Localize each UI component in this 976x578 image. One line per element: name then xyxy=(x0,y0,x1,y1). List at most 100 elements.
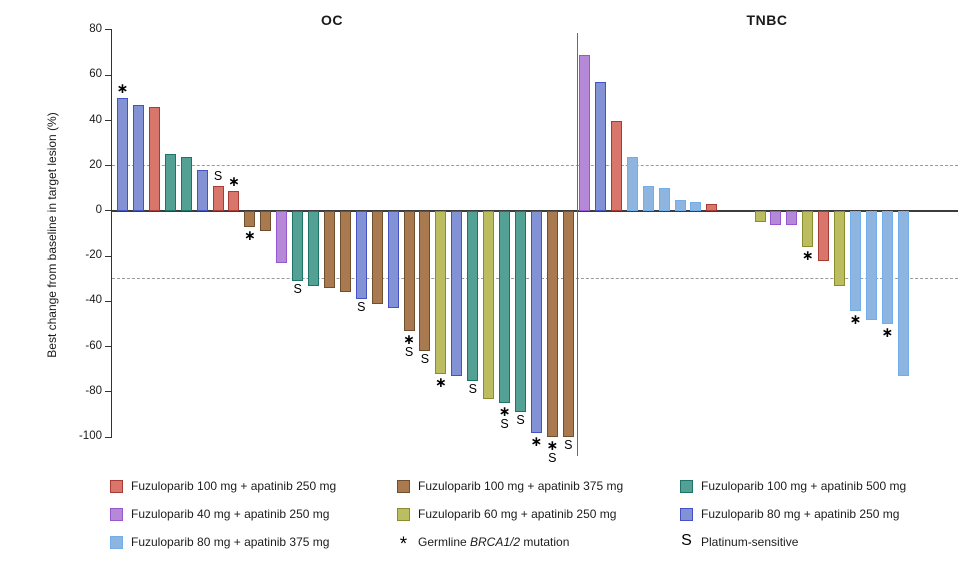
legend-label: Fuzuloparib 60 mg + apatinib 250 mg xyxy=(418,507,617,521)
y-tick-mark xyxy=(105,255,112,257)
bar-oc-26 xyxy=(515,211,526,413)
legend-label: Germline BRCA1/2 mutation xyxy=(418,535,569,549)
bar-oc-12 xyxy=(292,211,304,282)
bar-oc-19 xyxy=(403,211,415,331)
y-tick-mark xyxy=(105,119,112,121)
bar-oc-9 xyxy=(244,211,256,227)
bar-tnbc-11 xyxy=(770,211,782,225)
panel-divider xyxy=(577,33,578,456)
platinum-sensitive-marker: S xyxy=(420,352,430,367)
bar-oc-24 xyxy=(483,211,495,399)
germline-mutation-marker: ∗ xyxy=(849,310,862,327)
germline-mutation-marker: ∗ xyxy=(530,432,543,449)
bar-oc-7 xyxy=(212,186,224,211)
reference-line xyxy=(112,165,958,167)
y-tick-mark xyxy=(105,74,112,76)
legend-label: Fuzuloparib 80 mg + apatinib 375 mg xyxy=(131,535,330,549)
bar-tnbc-5 xyxy=(642,186,654,211)
bar-oc-10 xyxy=(260,211,272,232)
bar-tnbc-1 xyxy=(579,54,590,211)
platinum-sensitive-marker: S xyxy=(548,451,557,466)
y-tick-mark xyxy=(105,165,112,167)
y-tick-label: 60 xyxy=(89,68,102,81)
bar-oc-16 xyxy=(355,211,367,300)
y-tick-mark xyxy=(105,436,112,438)
bar-oc-1 xyxy=(117,97,128,211)
y-tick-mark xyxy=(105,29,112,31)
legend-swatch-sky xyxy=(110,535,123,549)
panel-title-oc: OC xyxy=(321,12,343,28)
bar-tnbc-14 xyxy=(818,211,830,261)
platinum-sensitive-symbol: S xyxy=(681,532,692,549)
bar-tnbc-19 xyxy=(897,211,909,377)
legend-item: Fuzuloparib 100 mg + apatinib 250 mg xyxy=(110,478,336,494)
y-tick-label: -100 xyxy=(78,430,102,443)
bar-tnbc-10 xyxy=(754,211,766,223)
germline-mutation-marker: ∗ xyxy=(228,172,240,189)
legend-swatch-teal xyxy=(680,479,693,493)
legend-swatch-blue xyxy=(680,507,693,521)
germline-mutation-marker: ∗ xyxy=(881,324,894,341)
platinum-sensitive-marker: S xyxy=(357,300,366,315)
legend-label: Fuzuloparib 100 mg + apatinib 375 mg xyxy=(418,479,624,493)
bar-oc-29 xyxy=(562,211,574,438)
panel-title-tnbc: TNBC xyxy=(746,12,788,28)
germline-mutation-marker: ∗ xyxy=(435,373,447,390)
bar-oc-5 xyxy=(180,156,192,211)
bar-oc-13 xyxy=(308,211,320,286)
y-axis-title: Best change from baseline in target lesi… xyxy=(45,112,59,358)
germline-mutation-marker: ∗ xyxy=(498,403,511,420)
legend-item: Fuzuloparib 100 mg + apatinib 500 mg xyxy=(680,478,906,494)
legend-label-suffix: mutation xyxy=(520,535,570,549)
legend-label-gene: BRCA1/2 xyxy=(470,535,521,549)
bar-oc-27 xyxy=(530,211,542,433)
platinum-sensitive-marker: S xyxy=(500,417,509,432)
bar-oc-20 xyxy=(419,211,431,352)
waterfall-plot: Best change from baseline in target lesi… xyxy=(45,12,958,466)
bar-tnbc-17 xyxy=(865,211,877,320)
bar-tnbc-16 xyxy=(850,211,862,311)
germline-mutation-marker: ∗ xyxy=(243,226,256,243)
y-tick-mark xyxy=(105,391,112,393)
platinum-sensitive-marker: S xyxy=(516,413,525,428)
legend-label-prefix: Germline xyxy=(418,535,471,549)
platinum-sensitive-marker: S xyxy=(293,282,302,297)
germline-mutation-marker: ∗ xyxy=(116,79,129,96)
platinum-sensitive-marker: S xyxy=(404,344,414,359)
bar-oc-14 xyxy=(323,211,335,288)
y-tick-label: -20 xyxy=(85,249,102,262)
platinum-sensitive-marker: S xyxy=(564,438,573,453)
y-tick-label: -80 xyxy=(85,384,102,397)
legend-label: Fuzuloparib 40 mg + apatinib 250 mg xyxy=(131,507,330,521)
y-tick-mark xyxy=(105,210,112,212)
legend-label: Platinum-sensitive xyxy=(701,535,799,549)
asterisk-symbol: * xyxy=(399,534,408,555)
y-tick-label: -60 xyxy=(85,339,102,352)
bar-tnbc-8 xyxy=(690,201,702,211)
legend-item: Fuzuloparib 100 mg + apatinib 375 mg xyxy=(397,478,623,494)
bar-oc-22 xyxy=(451,211,463,377)
y-tick-label: 40 xyxy=(89,113,102,126)
legend-column-2: Fuzuloparib 100 mg + apatinib 375 mg Fuz… xyxy=(397,478,623,562)
bar-tnbc-13 xyxy=(802,211,814,248)
legend-label: Fuzuloparib 100 mg + apatinib 500 mg xyxy=(701,479,907,493)
legend-swatch-olive xyxy=(397,507,410,521)
y-tick-label: 0 xyxy=(95,204,102,216)
bar-oc-25 xyxy=(499,211,511,404)
legend-item-platinum-sensitive: S Platinum-sensitive xyxy=(680,532,906,550)
bar-oc-21 xyxy=(435,211,447,374)
bar-oc-11 xyxy=(276,211,288,264)
legend-swatch-red xyxy=(110,479,123,493)
bar-oc-18 xyxy=(387,211,399,309)
legend-label: Fuzuloparib 100 mg + apatinib 250 mg xyxy=(131,479,337,493)
y-tick-label: -40 xyxy=(85,294,102,307)
bar-oc-28 xyxy=(546,211,558,438)
legend: Fuzuloparib 100 mg + apatinib 250 mg Fuz… xyxy=(0,478,976,568)
bar-tnbc-15 xyxy=(834,211,846,286)
bar-tnbc-12 xyxy=(786,211,798,225)
legend-label: Fuzuloparib 80 mg + apatinib 250 mg xyxy=(701,507,900,521)
legend-swatch-purple xyxy=(110,507,123,521)
legend-item: Fuzuloparib 60 mg + apatinib 250 mg xyxy=(397,506,623,522)
bar-oc-15 xyxy=(339,211,351,293)
